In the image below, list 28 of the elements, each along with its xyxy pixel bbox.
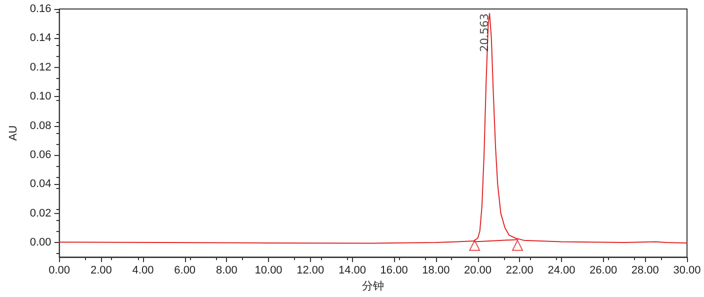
- y-tick-label: 0.14: [30, 32, 52, 44]
- y-tick-label: 0.02: [30, 207, 52, 220]
- x-tick-label: 10.00: [254, 264, 282, 277]
- y-tick-label: 0.16: [30, 3, 52, 15]
- x-tick-label: 18.00: [422, 264, 450, 277]
- x-tick-label: 8.00: [216, 264, 238, 277]
- x-tick-label: 22.00: [506, 264, 534, 277]
- y-tick-label: 0.04: [30, 178, 52, 190]
- x-tick-label: 14.00: [338, 264, 366, 277]
- x-axis-title: 分钟: [362, 280, 384, 292]
- annotation: 20.563: [478, 13, 492, 52]
- y-tick-label: 0.08: [30, 120, 52, 132]
- y-tick-label: 0.06: [30, 148, 52, 161]
- x-tick-label: 24.00: [548, 264, 576, 277]
- x-tick-label: 0.00: [48, 264, 70, 277]
- x-tick-label: 16.00: [380, 264, 408, 277]
- x-tick-label: 20.00: [464, 264, 492, 277]
- x-tick-label: 26.00: [590, 264, 618, 277]
- x-tick-label: 6.00: [174, 264, 196, 277]
- x-tick-label: 4.00: [132, 264, 154, 277]
- y-tick-label: 0.12: [30, 61, 52, 74]
- y-axis-title: AU: [8, 125, 20, 141]
- x-tick-label: 12.00: [296, 264, 324, 277]
- y-tick-label: 0.10: [30, 90, 52, 103]
- x-tick-label: 28.00: [631, 264, 659, 277]
- x-tick-label: 30.00: [673, 264, 701, 277]
- x-tick-label: 2.00: [90, 264, 112, 277]
- y-tick-label: 0.00: [30, 236, 52, 249]
